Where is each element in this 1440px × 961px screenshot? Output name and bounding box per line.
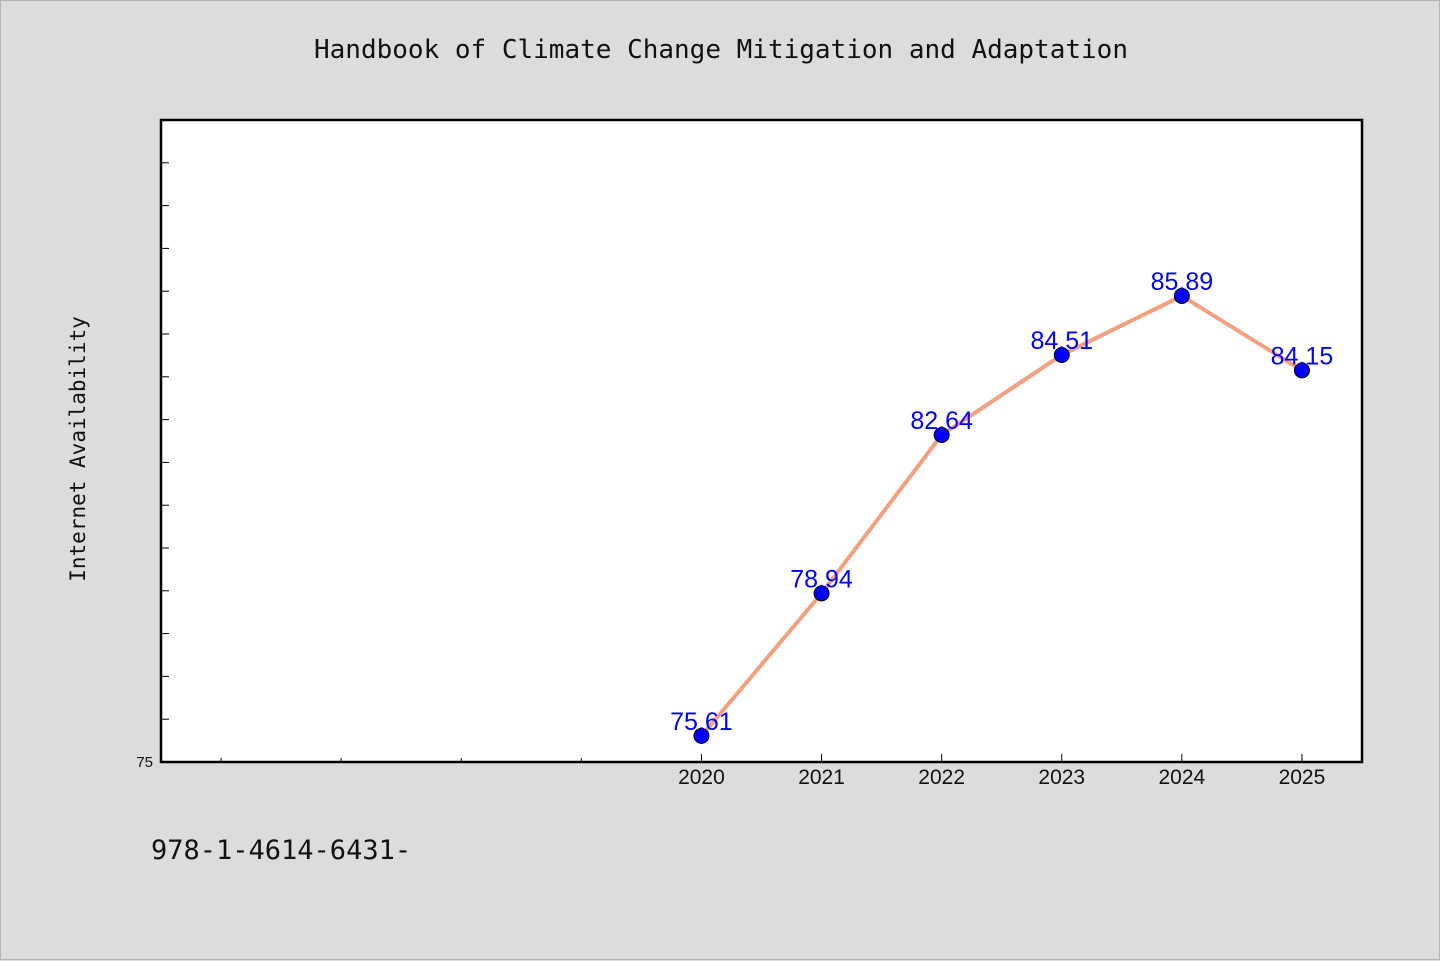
- chart-title: Handbook of Climate Change Mitigation an…: [314, 35, 1128, 65]
- data-label: 85.89: [1151, 268, 1214, 296]
- data-labels: 75.61 78.94 82.64 84.51 85.89 84.15: [670, 268, 1333, 736]
- data-label: 82.64: [910, 407, 973, 435]
- isbn-footer: 978-1-4614-6431-: [151, 835, 412, 866]
- y-axis-ticks: 75: [136, 162, 169, 771]
- data-point: [933, 427, 950, 444]
- plot-area: [159, 118, 1364, 764]
- series-line: [699, 293, 1304, 738]
- series-points: [693, 287, 1310, 744]
- data-point: [813, 585, 830, 602]
- x-axis-ticks: 2020 2021 2022 2023 2024 2025: [220, 754, 1326, 789]
- x-tick-label: 2020: [678, 766, 725, 789]
- data-label: 75.61: [670, 708, 733, 736]
- x-tick-label: 2024: [1158, 766, 1205, 789]
- x-tick-label: 2023: [1038, 766, 1085, 789]
- x-tick-label: 2021: [798, 766, 845, 789]
- data-point: [1293, 362, 1310, 379]
- data-label: 78.94: [790, 565, 853, 593]
- data-label: 84.51: [1030, 327, 1093, 355]
- data-point: [1053, 346, 1070, 363]
- y-tick-label: 75: [136, 754, 153, 771]
- data-label: 84.15: [1271, 342, 1334, 370]
- series-polyline: [699, 293, 1304, 738]
- x-tick-label: 2022: [918, 766, 965, 789]
- data-point: [693, 727, 710, 744]
- x-tick-label: 2025: [1279, 766, 1326, 789]
- data-point: [1173, 287, 1190, 304]
